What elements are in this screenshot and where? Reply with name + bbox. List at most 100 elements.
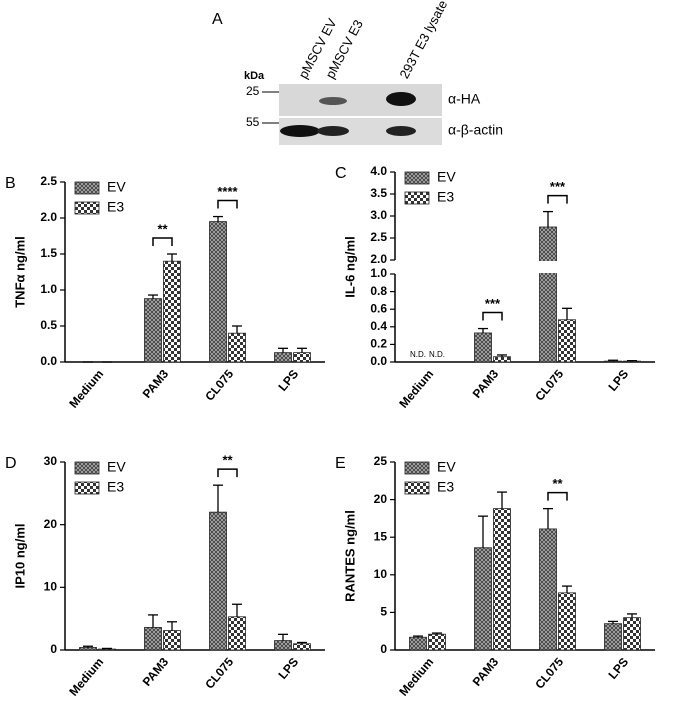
significance-label: *** [550, 179, 566, 194]
error-bar [627, 614, 637, 618]
error-bar [562, 308, 572, 319]
bar [540, 227, 557, 362]
significance-bracket [153, 238, 172, 246]
y-tick-label: 20 [44, 517, 58, 531]
y-tick-label: 2.0 [40, 210, 57, 224]
y-tick-label: 1.0 [40, 282, 57, 296]
bar [475, 333, 492, 362]
significance-bracket [548, 493, 567, 501]
x-tick-label: LPS [605, 655, 631, 682]
y-tick-label: 2.5 [40, 174, 57, 188]
error-bar [213, 217, 223, 222]
x-tick-label: Medium [66, 367, 106, 411]
bar [494, 357, 511, 362]
legend-label: EV [437, 169, 456, 185]
error-bar [478, 329, 488, 333]
bar [145, 627, 162, 650]
bar [99, 649, 116, 650]
legend-swatch [405, 462, 429, 474]
error-bar [278, 634, 288, 640]
antibody-label: α-β-actin [448, 122, 503, 138]
y-tick-label: 3.0 [370, 208, 387, 222]
error-bar [562, 586, 572, 593]
x-tick-label: LPS [275, 655, 301, 682]
nd-label: N.D. [429, 350, 445, 359]
band [386, 92, 416, 106]
legend-swatch [75, 202, 99, 214]
error-bar [278, 348, 288, 352]
y-tick-label: 20 [374, 492, 388, 506]
bar [294, 644, 311, 650]
bar [410, 637, 427, 650]
y-tick-label: 0.0 [40, 354, 57, 368]
y-tick-label: 0.5 [40, 318, 57, 332]
error-bar [497, 492, 507, 509]
nd-label: N.D. [410, 350, 426, 359]
error-bar [232, 326, 242, 333]
bar [475, 548, 492, 650]
blot-ha [279, 84, 442, 116]
y-tick-label: 5 [380, 605, 387, 619]
bar [80, 647, 97, 650]
x-tick-label: PAM3 [140, 655, 172, 689]
error-bar [543, 509, 553, 529]
bar [164, 261, 181, 362]
axis-break [396, 261, 656, 273]
error-bar [543, 212, 553, 227]
bar [275, 641, 292, 650]
bar [559, 593, 576, 650]
y-axis-label: TNFα ng/ml [12, 236, 27, 308]
x-tick-label: Medium [396, 655, 436, 699]
band [319, 97, 347, 105]
legend-swatch [405, 192, 429, 204]
legend-swatch [75, 182, 99, 194]
marker-label: 25 [246, 84, 260, 98]
error-bar [232, 604, 242, 617]
x-tick-label: LPS [275, 367, 301, 394]
error-bar [102, 648, 112, 649]
y-tick-label: 0 [50, 642, 57, 656]
significance-label: *** [485, 296, 501, 311]
x-tick-label: PAM3 [140, 367, 172, 401]
bar [494, 509, 511, 650]
band [280, 125, 320, 137]
bar [164, 631, 181, 650]
x-tick-label: CL075 [532, 367, 566, 404]
panel-letter: E [335, 455, 346, 472]
y-axis-label: RANTES ng/ml [342, 510, 357, 602]
bar [145, 299, 162, 362]
x-tick-label: LPS [605, 367, 631, 394]
bar [429, 634, 446, 650]
band [317, 126, 349, 136]
legend-label: E3 [437, 189, 454, 205]
error-bar [167, 622, 177, 631]
significance-bracket [483, 313, 502, 321]
bar [294, 353, 311, 362]
significance-bracket [218, 201, 237, 209]
bar [624, 618, 641, 650]
y-tick-label: 3.5 [370, 186, 387, 200]
y-tick-label: 10 [374, 567, 388, 581]
y-tick-label: 0 [380, 642, 387, 656]
y-tick-label: 10 [44, 580, 58, 594]
panel-letter: C [335, 165, 347, 182]
error-bar [213, 485, 223, 512]
panel-letter: D [5, 455, 17, 472]
legend-label: EV [107, 179, 126, 195]
y-tick-label: 15 [374, 529, 388, 543]
significance-label: ** [222, 453, 233, 468]
bar [540, 529, 557, 650]
y-tick-label: 0.4 [370, 319, 387, 333]
marker-label: 55 [246, 115, 260, 129]
error-bar [297, 348, 307, 352]
y-tick-label: 4.0 [370, 164, 387, 178]
bar [275, 353, 292, 362]
y-tick-label: 0.0 [370, 354, 387, 368]
x-tick-label: CL075 [532, 655, 566, 692]
y-tick-label: 1.5 [40, 246, 57, 260]
x-tick-label: CL075 [202, 367, 236, 404]
bar [605, 361, 622, 362]
legend-label: EV [437, 459, 456, 475]
significance-bracket [218, 469, 237, 477]
